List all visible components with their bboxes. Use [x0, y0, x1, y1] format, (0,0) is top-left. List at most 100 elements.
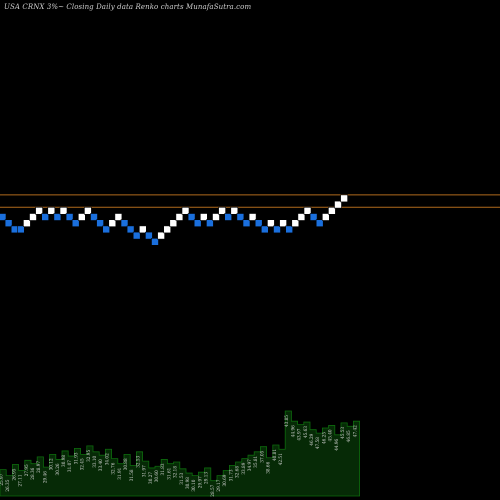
volume-label: 44.96 — [334, 438, 339, 450]
renko-brick-up — [181, 207, 190, 215]
renko-brick-up — [218, 207, 226, 215]
renko-brick-down — [260, 225, 269, 234]
renko-brick-down — [151, 238, 159, 246]
renko-brick-up — [157, 231, 165, 240]
renko-brick-down — [242, 219, 251, 227]
volume-label: 33.10 — [92, 455, 97, 467]
renko-brick-up — [328, 207, 336, 215]
volume-label: 29.13 — [204, 472, 209, 484]
volume-label: 31.91 — [117, 467, 122, 479]
volume-label: 30.12 — [49, 458, 54, 470]
volume-label: 46.25 — [321, 432, 326, 444]
volume-label: 31.93 — [73, 452, 78, 464]
volume-label: 27.11 — [18, 474, 23, 486]
renko-brick-up — [169, 219, 178, 227]
renko-brick-up — [114, 213, 123, 221]
renko-brick-up — [35, 207, 43, 215]
renko-brick-up — [78, 213, 86, 221]
volume-label: 31.07 — [67, 460, 72, 472]
renko-brick-up — [84, 207, 92, 215]
volume-label: 28.36 — [30, 467, 35, 479]
renko-brick-down — [102, 225, 110, 234]
renko-brick-down — [206, 219, 214, 227]
volume-label: 42.51 — [278, 453, 283, 465]
volume-label: 29.46 — [42, 471, 47, 483]
renko-brick-up — [297, 213, 306, 221]
volume-label: 30.98 — [61, 455, 66, 467]
volume-area — [0, 410, 360, 497]
renko-brick-up — [230, 207, 239, 215]
volume-label: 43.97 — [297, 428, 302, 440]
volume-label: 32.18 — [173, 466, 178, 478]
volume-label: 31.97 — [142, 465, 147, 477]
renko-brick-down — [16, 225, 25, 234]
volume-label: 40.81 — [272, 449, 277, 461]
renko-brick-down — [120, 219, 129, 227]
volume-label: 32.53 — [135, 455, 140, 467]
volume-label: 32.95 — [86, 450, 91, 462]
renko-brick-up — [279, 219, 287, 227]
renko-brick-down — [145, 231, 153, 240]
volume-label: 38.66 — [266, 461, 271, 473]
volume-label: 30.26 — [55, 463, 60, 475]
renko-brick-up — [175, 213, 184, 221]
renko-brick-down — [132, 231, 141, 240]
renko-brick-down — [65, 213, 74, 221]
volume-label: 34.97 — [247, 459, 252, 471]
renko-brick-up — [321, 213, 330, 221]
volume-area-layer — [0, 410, 360, 497]
volume-label: 46.85 — [346, 430, 351, 442]
volume-label: 46.29 — [309, 433, 314, 445]
volume-label: 31.61 — [166, 467, 171, 479]
renko-brick-down — [315, 219, 324, 227]
renko-brick-up — [291, 219, 300, 227]
volume-label: 25.97 — [0, 473, 4, 485]
volume-label: 29.97 — [197, 476, 202, 488]
volume-label: 27.95 — [24, 464, 29, 476]
volume-label: 45.63 — [303, 426, 308, 438]
volume-label: 31.73 — [228, 469, 233, 481]
renko-brick-up — [47, 207, 56, 215]
volume-label: 30.60 — [154, 470, 159, 482]
volume-label: 34.02 — [104, 453, 109, 465]
renko-brick-up — [163, 225, 171, 234]
renko-brick-up — [267, 219, 275, 227]
volume-label: 45.53 — [340, 427, 345, 439]
renko-brick-down — [193, 219, 202, 227]
renko-brick-down — [90, 213, 98, 221]
renko-brick-up — [303, 207, 312, 215]
volume-label: 28.97 — [36, 461, 41, 473]
volume-label: 26.35 — [5, 479, 10, 491]
renko-brick-up — [108, 219, 117, 227]
renko-brick-down — [71, 219, 80, 227]
volume-label: 33.89 — [241, 462, 246, 474]
renko-brick-down — [0, 213, 7, 221]
volume-label: 32.76 — [111, 462, 116, 474]
renko-brick-down — [236, 213, 245, 221]
volume-label: 31.58 — [129, 469, 134, 481]
volume-label: 33.40 — [98, 459, 103, 471]
renko-brick-down — [224, 213, 232, 221]
volume-label: 47.42 — [352, 425, 357, 437]
volume-label: 37.05 — [259, 450, 264, 462]
renko-brick-down — [254, 219, 263, 227]
volume-label: 32.68 — [235, 466, 240, 478]
volume-label: 30.27 — [148, 472, 153, 484]
volume-label: 45.40 — [328, 429, 333, 441]
renko-brick-down — [96, 219, 104, 227]
volume-label: 43.85 — [284, 415, 289, 427]
renko-brick-up — [23, 219, 31, 227]
volume-label: 31.53 — [179, 472, 184, 484]
volume-label: 31.83 — [160, 463, 165, 475]
volume-label: 28.57 — [210, 484, 215, 496]
renko-brick-up — [212, 213, 220, 221]
renko-bricks — [0, 194, 348, 246]
volume-label: 44.96 — [290, 425, 295, 437]
renko-brick-down — [187, 213, 196, 221]
renko-brick-up — [334, 200, 342, 209]
chart-title: USA CRNX 3%~ Closing Daily data Renko ch… — [4, 3, 252, 11]
renko-brick-down — [285, 225, 294, 234]
renko-brick-down — [41, 213, 50, 221]
